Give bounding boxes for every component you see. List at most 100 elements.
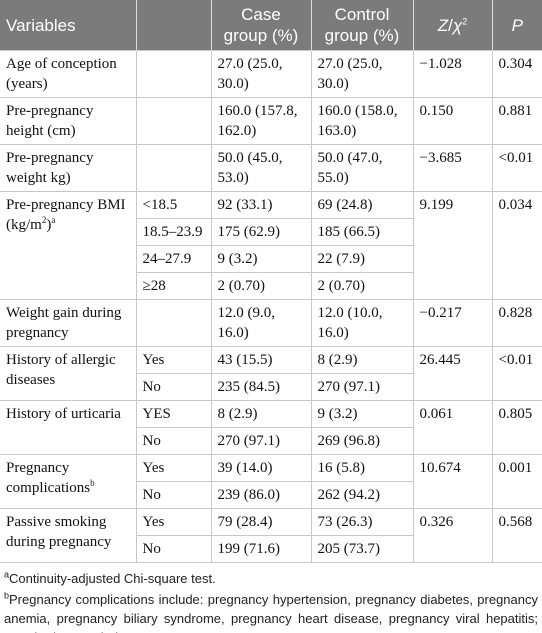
cell-text: Variables	[6, 15, 76, 35]
case-cell: 50.0 (45.0, 53.0)	[210, 144, 312, 192]
table-row: Weight gain during pregnancy 12.0 (9.0, 1…	[0, 299, 542, 347]
table-row: Pre-pregnancy weight kg) 50.0 (45.0, 53.0…	[0, 144, 542, 192]
cell-text: 270 (97.1)	[217, 433, 281, 449]
cell-text: 9 (3.2)	[217, 251, 258, 267]
case-cell: 8 (2.9)	[210, 400, 312, 428]
control-cell: 160.0 (158.0, 163.0)	[310, 97, 414, 145]
case-cell: 2 (0.70)	[210, 272, 312, 300]
data-table: Variables Case group (%) Control group (%)…	[0, 0, 542, 563]
variable-cell: Pre-pregnancy height (cm)	[0, 97, 137, 145]
control-cell: 22 (7.9)	[310, 245, 413, 273]
case-cell: 12.0 (9.0, 16.0)	[210, 299, 312, 347]
level-cell	[135, 50, 212, 98]
footnote: bPregnancy complications include: pregna…	[4, 590, 538, 633]
superscript: a	[4, 569, 10, 580]
level-cell: <18.5	[135, 191, 212, 219]
case-cell: 79 (28.4)	[210, 508, 312, 536]
text-run: Continuity-adjusted Chi-square test.	[9, 571, 216, 586]
variable-cell: Pregnancy complicationsb	[0, 454, 137, 509]
cell-text: 0.304	[498, 56, 533, 72]
stat-cell: 0.061	[412, 400, 493, 455]
variable-cell: Pre-pregnancy BMI (kg/m2)a	[0, 191, 137, 300]
italic-run: χ	[452, 15, 463, 35]
variable-cell: History of allergic diseases	[0, 346, 137, 401]
cell-text: 18.5–23.9	[142, 224, 203, 240]
cell-text: 27.0 (25.0, 30.0)	[217, 56, 283, 92]
cell-text: 239 (86.0)	[217, 487, 281, 503]
cell-text: 22 (7.9)	[317, 251, 366, 267]
table-row: Pre-pregnancy height (cm) 160.0 (157.8, 1…	[0, 97, 542, 145]
control-cell: 50.0 (47.0, 55.0)	[310, 144, 414, 192]
cell-text: Weight gain during pregnancy	[6, 305, 122, 341]
case-cell: 175 (62.9)	[210, 218, 312, 246]
case-cell: 39 (14.0)	[210, 454, 312, 482]
cell-text: 43 (15.5)	[217, 352, 273, 368]
table-row: History of urticaria YES 8 (2.9) 9 (3.2) 0.0…	[0, 400, 542, 455]
cell-text: 0.061	[419, 406, 454, 422]
cell-text: Pre-pregnancy height (cm)	[6, 103, 94, 139]
table-row: Pregnancy complicationsb Yes 39 (14.0) 16 (…	[0, 454, 542, 509]
cell-text: 9 (3.2)	[317, 406, 358, 422]
case-cell: 92 (33.1)	[210, 191, 312, 219]
superscript: 2	[41, 215, 47, 225]
cell-text: 79 (28.4)	[217, 514, 273, 530]
table-row: Age of conception (years) 27.0 (25.0, 30.…	[0, 50, 542, 98]
cell-text: No	[142, 433, 161, 449]
cell-text: 269 (96.8)	[317, 433, 381, 449]
cell-text: 0.805	[498, 406, 533, 422]
control-cell: 69 (24.8)	[310, 191, 414, 219]
control-cell: 269 (96.8)	[310, 427, 413, 455]
cell-text: 270 (97.1)	[317, 379, 381, 395]
cell-text: 8 (2.9)	[317, 352, 358, 368]
control-cell: 73 (26.3)	[310, 508, 414, 536]
text-run: )	[46, 217, 52, 233]
level-cell: No	[136, 535, 212, 563]
cell-text: Yes	[142, 352, 165, 368]
stat-cell: 26.445	[412, 346, 493, 401]
case-cell: 160.0 (157.8, 162.0)	[210, 97, 312, 145]
cell-text: YES	[142, 406, 171, 422]
cell-text: −1.028	[419, 56, 462, 72]
control-cell: 12.0 (10.0, 16.0)	[310, 299, 414, 347]
cell-text: −3.685	[419, 150, 462, 166]
control-cell: 16 (5.8)	[310, 454, 414, 482]
cell-text: 24–27.9	[142, 251, 192, 267]
cell-text: No	[142, 487, 161, 503]
p-cell: 0.881	[491, 97, 542, 145]
case-cell: 270 (97.1)	[210, 427, 312, 455]
control-cell: 9 (3.2)	[310, 400, 414, 428]
cell-text: 0.828	[498, 305, 533, 321]
cell-text: 27.0 (25.0, 30.0)	[317, 56, 383, 92]
control-cell: 185 (66.5)	[310, 218, 413, 246]
cell-text: Control group (%)	[324, 5, 400, 45]
cell-text: 0.034	[498, 197, 533, 213]
italic-run: Z	[437, 15, 449, 35]
cell-text: 185 (66.5)	[317, 224, 381, 240]
p-cell: 0.805	[491, 400, 542, 455]
superscript: a	[51, 215, 56, 225]
cell-text: 0.881	[498, 103, 533, 119]
cell-text: 2 (0.70)	[217, 278, 266, 294]
level-cell	[135, 97, 212, 145]
stat-cell: 10.674	[412, 454, 493, 509]
superscript: b	[4, 590, 10, 601]
stat-cell: −3.685	[412, 144, 493, 192]
control-cell: 270 (97.1)	[310, 373, 413, 401]
cell-text: 262 (94.2)	[317, 487, 381, 503]
stat-cell: −1.028	[412, 50, 493, 98]
superscript: 2	[462, 15, 468, 26]
header-cell: Z/χ2	[412, 0, 492, 51]
header-cell: P	[491, 0, 542, 51]
table-row: Passive smoking during pregnancy Yes 79 (2…	[0, 508, 542, 563]
p-cell: 0.828	[491, 299, 542, 347]
italic-run: P	[511, 15, 523, 35]
cell-text: Passive smoking during pregnancy	[6, 514, 112, 550]
cell-text: 8 (2.9)	[217, 406, 258, 422]
table-row: No 199 (71.6) 205 (73.7)	[0, 535, 542, 563]
case-cell: 239 (86.0)	[210, 481, 312, 509]
control-cell: 205 (73.7)	[310, 535, 413, 563]
p-cell: 0.001	[491, 454, 542, 509]
level-cell: No	[136, 373, 212, 401]
control-cell: 262 (94.2)	[310, 481, 413, 509]
